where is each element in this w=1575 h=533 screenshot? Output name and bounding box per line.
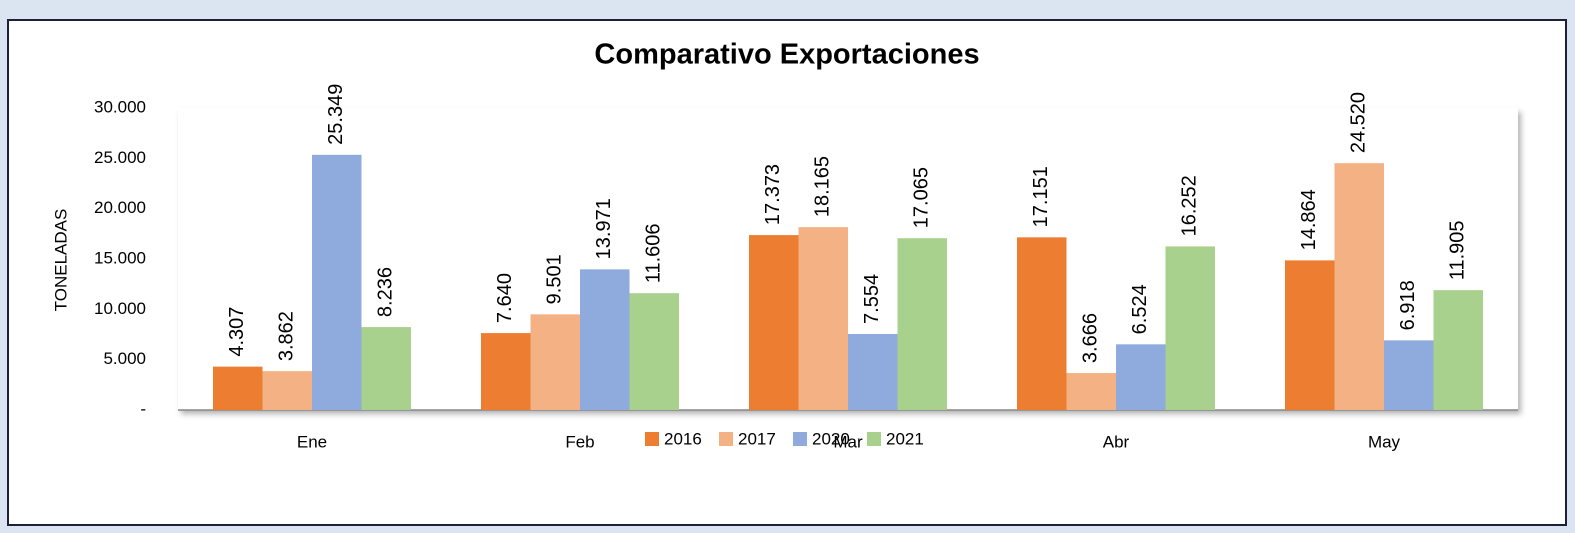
bar — [580, 269, 630, 410]
bar — [629, 293, 679, 410]
bar — [1165, 246, 1215, 410]
value-label: 3.862 — [276, 311, 298, 361]
bar — [1433, 290, 1483, 410]
bar — [312, 154, 362, 410]
bar — [530, 314, 580, 410]
bar — [1116, 344, 1166, 410]
bar — [1017, 237, 1067, 410]
x-tick-label: Mar — [833, 432, 863, 451]
legend-label: 2020 — [812, 429, 850, 448]
bar — [213, 366, 263, 410]
value-label: 11.905 — [1447, 220, 1469, 280]
value-label: 9.501 — [544, 254, 566, 304]
y-tick-label: - — [140, 399, 146, 418]
bar — [749, 235, 799, 410]
y-tick-label: 25.000 — [94, 148, 146, 167]
value-label: 17.373 — [762, 164, 784, 225]
chart-title: Comparativo Exportaciones — [594, 39, 979, 71]
bar — [848, 333, 898, 410]
legend-label: 2021 — [886, 429, 924, 448]
bar — [262, 371, 312, 410]
y-tick-label: 15.000 — [94, 248, 146, 267]
x-tick-label: Feb — [565, 432, 594, 451]
value-label: 6.524 — [1129, 284, 1151, 334]
x-tick-label: Abr — [1103, 432, 1130, 451]
y-axis-label: TONELADAS — [51, 209, 70, 312]
legend-swatch — [645, 432, 659, 446]
x-tick-label: Ene — [297, 432, 327, 451]
value-label: 17.151 — [1030, 166, 1052, 227]
value-label: 6.918 — [1397, 280, 1419, 330]
value-label: 7.640 — [494, 273, 516, 323]
value-label: 3.666 — [1080, 313, 1102, 363]
value-label: 14.864 — [1298, 189, 1320, 250]
value-label: 8.236 — [375, 267, 397, 317]
bar — [798, 227, 848, 410]
value-label: 11.606 — [643, 223, 665, 283]
value-label: 4.307 — [226, 307, 248, 357]
value-label: 17.065 — [911, 167, 933, 228]
y-tick-label: 5.000 — [103, 349, 146, 368]
legend-label: 2017 — [738, 429, 776, 448]
value-label: 16.252 — [1179, 175, 1201, 236]
bar — [481, 333, 531, 410]
legend-swatch — [793, 432, 807, 446]
y-tick-label: 20.000 — [94, 198, 146, 217]
legend-label: 2016 — [664, 429, 702, 448]
bar — [1285, 260, 1335, 410]
value-label: 24.520 — [1348, 92, 1370, 153]
value-label: 18.165 — [812, 156, 834, 217]
bar — [1384, 340, 1434, 410]
value-label: 25.349 — [325, 84, 347, 145]
y-tick-label: 10.000 — [94, 299, 146, 318]
x-tick-label: May — [1368, 432, 1401, 451]
bar — [361, 327, 411, 410]
value-label: 13.971 — [593, 198, 615, 259]
value-label: 7.554 — [861, 274, 883, 324]
bar — [1334, 163, 1384, 410]
legend-swatch — [867, 432, 881, 446]
bar — [897, 238, 947, 410]
bar — [1066, 373, 1116, 410]
y-tick-label: 30.000 — [94, 97, 146, 116]
legend-swatch — [719, 432, 733, 446]
